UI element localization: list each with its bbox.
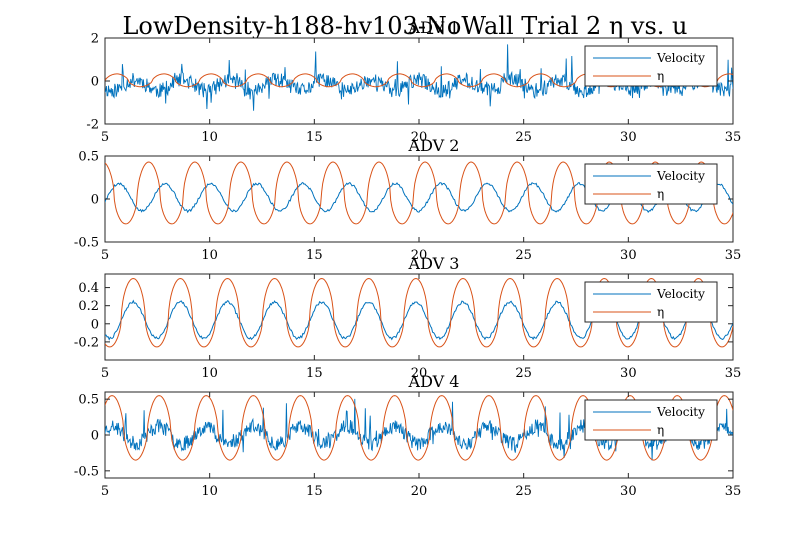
x-tick-label: 20: [411, 366, 428, 381]
subplot-4: 5 10 15 20 25 30 35 -0.5 0 0.5 ADV 4 Velocity η: [74, 372, 741, 499]
y-tick-label: 0: [91, 75, 99, 90]
x-tick-label: 30: [620, 130, 637, 145]
x-tick-label: 35: [725, 248, 742, 263]
legend-label: η: [657, 305, 664, 319]
y-tick-label: 0: [91, 193, 99, 208]
x-tick-label: 5: [101, 130, 109, 145]
x-tick-label: 25: [515, 130, 532, 145]
y-tick-label: 0: [91, 429, 99, 444]
y-tick-label: 0.5: [78, 150, 99, 165]
y-tick-label: 0: [91, 317, 99, 332]
y-tick-label: 2: [91, 32, 99, 47]
legend: Velocity η: [584, 399, 718, 441]
legend-box: [584, 45, 718, 87]
x-tick-label: 35: [725, 130, 742, 145]
subplot-title: ADV 2: [408, 136, 460, 155]
y-tick-label: -2: [86, 118, 99, 133]
legend: Velocity η: [584, 163, 718, 205]
legend-label: η: [657, 423, 664, 437]
legend-box: [584, 163, 718, 205]
subplot-title: ADV 4: [408, 372, 460, 391]
x-tick-label: 5: [101, 248, 109, 263]
x-tick-label: 20: [411, 130, 428, 145]
legend-label: Velocity: [656, 51, 705, 65]
legend: Velocity η: [584, 45, 718, 87]
y-tick-label: -0.5: [74, 464, 99, 479]
y-tick-label: 0.4: [78, 281, 99, 296]
subplots: 5 10 15 20 25 30 35 -2 0 2 ADV 1 Velocity η 5 10 15 20 25…: [74, 18, 741, 499]
x-tick-label: 30: [620, 366, 637, 381]
figure-title: LowDensity-h188-hv103-NoWall Trial 2 η v…: [122, 12, 687, 40]
x-tick-label: 20: [411, 484, 428, 499]
legend-label: Velocity: [656, 169, 705, 183]
x-tick-label: 5: [101, 484, 109, 499]
x-tick-label: 15: [306, 248, 323, 263]
x-tick-label: 35: [725, 484, 742, 499]
subplot-title: ADV 1: [408, 18, 460, 37]
legend-label: Velocity: [656, 287, 705, 301]
subplot-3: 5 10 15 20 25 30 35 -0.2 0 0.2 0.4 ADV 3 Velocity η: [74, 254, 741, 381]
x-tick-label: 35: [725, 366, 742, 381]
series-line-velocity: [105, 44, 733, 111]
series-line-eta: [105, 161, 733, 225]
legend: Velocity η: [584, 281, 718, 323]
x-tick-label: 5: [101, 366, 109, 381]
legend-label: η: [657, 187, 664, 201]
legend-box: [584, 399, 718, 441]
x-tick-label: 30: [620, 484, 637, 499]
x-tick-label: 25: [515, 366, 532, 381]
subplot-title: ADV 3: [408, 254, 460, 273]
x-tick-label: 30: [620, 248, 637, 263]
x-tick-label: 15: [306, 366, 323, 381]
x-tick-label: 15: [306, 130, 323, 145]
x-tick-label: 15: [306, 484, 323, 499]
y-tick-label: -0.5: [74, 236, 99, 251]
legend-label: Velocity: [656, 405, 705, 419]
x-tick-label: 10: [201, 484, 218, 499]
x-tick-label: 10: [201, 130, 218, 145]
x-tick-label: 25: [515, 484, 532, 499]
legend-box: [584, 281, 718, 323]
series-line-eta: [105, 277, 733, 348]
subplot-2: 5 10 15 20 25 30 35 -0.5 0 0.5 ADV 2 Velocity η: [74, 136, 741, 263]
x-tick-label: 20: [411, 248, 428, 263]
series-line-velocity: [105, 299, 733, 341]
x-tick-label: 10: [201, 248, 218, 263]
legend-label: η: [657, 69, 664, 83]
x-tick-label: 10: [201, 366, 218, 381]
x-tick-label: 25: [515, 248, 532, 263]
y-tick-label: 0.2: [78, 299, 99, 314]
y-tick-label: 0.5: [78, 393, 99, 408]
y-tick-label: -0.2: [74, 335, 99, 350]
subplot-1: 5 10 15 20 25 30 35 -2 0 2 ADV 1 Velocity η: [86, 18, 741, 145]
